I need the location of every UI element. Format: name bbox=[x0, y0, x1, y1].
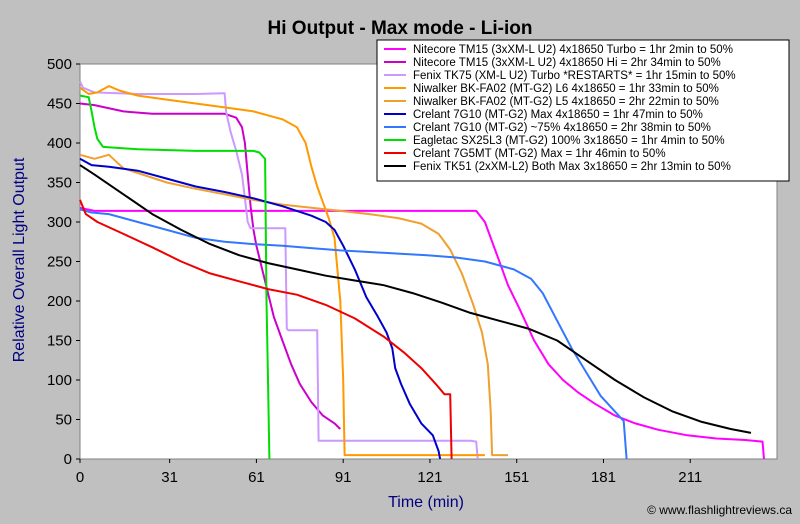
x-tick-label: 0 bbox=[76, 469, 84, 486]
y-tick-label: 150 bbox=[47, 333, 72, 350]
y-tick-label: 300 bbox=[47, 214, 72, 231]
x-tick-label: 121 bbox=[417, 469, 442, 486]
legend-box bbox=[376, 39, 790, 182]
y-axis-label: Relative Overall Light Output bbox=[11, 157, 28, 362]
series-line-3 bbox=[79, 80, 479, 460]
credit-text: © www.flashlightreviews.ca bbox=[647, 503, 792, 517]
x-tick-label: 61 bbox=[248, 469, 265, 486]
series-line-2 bbox=[79, 102, 341, 430]
x-tick-label: 91 bbox=[335, 469, 352, 486]
y-tick-label: 450 bbox=[47, 96, 72, 113]
legend-entry: Nitecore TM15 (3xXM-L U2) 4x18650 Turbo … bbox=[413, 44, 733, 56]
series-line-6 bbox=[79, 157, 442, 460]
legend-entry: Crelant 7G5MT (MT-G2) Max = 1hr 46min to… bbox=[413, 148, 666, 160]
y-tick-label: 350 bbox=[47, 175, 72, 192]
series-line-5 bbox=[79, 153, 508, 457]
x-tick-label: 31 bbox=[161, 469, 178, 486]
y-tick-label: 100 bbox=[47, 372, 72, 389]
legend-entry: Niwalker BK-FA02 (MT-G2) L6 4x18650 = 1h… bbox=[413, 83, 719, 95]
series-line-8 bbox=[79, 94, 271, 460]
y-tick-label: 250 bbox=[47, 254, 72, 271]
y-tick-label: 0 bbox=[64, 451, 72, 468]
series-line-10 bbox=[79, 164, 752, 434]
series-line-9 bbox=[79, 199, 453, 460]
legend-entry: Eagletac SX25L3 (MT-G2) 100% 3x18650 = 1… bbox=[413, 135, 725, 147]
x-axis: 0 31 61 91 121 151 181 211 bbox=[76, 459, 702, 486]
legend: Nitecore TM15 (3xXM-L U2) 4x18650 Turbo … bbox=[376, 39, 790, 182]
x-axis-label: Time (min) bbox=[388, 494, 464, 511]
y-tick-label: 200 bbox=[47, 293, 72, 310]
y-axis: 0 50 100 150 200 250 300 350 400 450 500 bbox=[47, 56, 80, 468]
x-tick-label: 181 bbox=[591, 469, 616, 486]
chart-title: Hi Output - Max mode - Li-ion bbox=[268, 18, 533, 39]
y-tick-label: 400 bbox=[47, 135, 72, 152]
series-line-1 bbox=[79, 206, 765, 460]
legend-entry: Nitecore TM15 (3xXM-L U2) 4x18650 Hi = 2… bbox=[413, 57, 721, 69]
x-tick-label: 211 bbox=[678, 469, 702, 486]
series-lines bbox=[79, 80, 765, 460]
legend-entry: Crelant 7G10 (MT-G2) ~75% 4x18650 = 2hr … bbox=[413, 122, 711, 134]
legend-entry: Crelant 7G10 (MT-G2) Max 4x18650 = 1hr 4… bbox=[413, 109, 703, 121]
legend-entry: Fenix TK75 (XM-L U2) Turbo *RESTARTS* = … bbox=[413, 70, 736, 82]
legend-entry: Niwalker BK-FA02 (MT-G2) L5 4x18650 = 2h… bbox=[413, 96, 719, 108]
x-tick-label: 151 bbox=[504, 469, 529, 486]
y-tick-label: 50 bbox=[55, 412, 72, 429]
series-line-4 bbox=[79, 85, 485, 457]
legend-entry: Fenix TK51 (2xXM-L2) Both Max 3x18650 = … bbox=[413, 161, 731, 173]
y-tick-label: 500 bbox=[47, 56, 72, 73]
series-line-7 bbox=[79, 208, 628, 460]
